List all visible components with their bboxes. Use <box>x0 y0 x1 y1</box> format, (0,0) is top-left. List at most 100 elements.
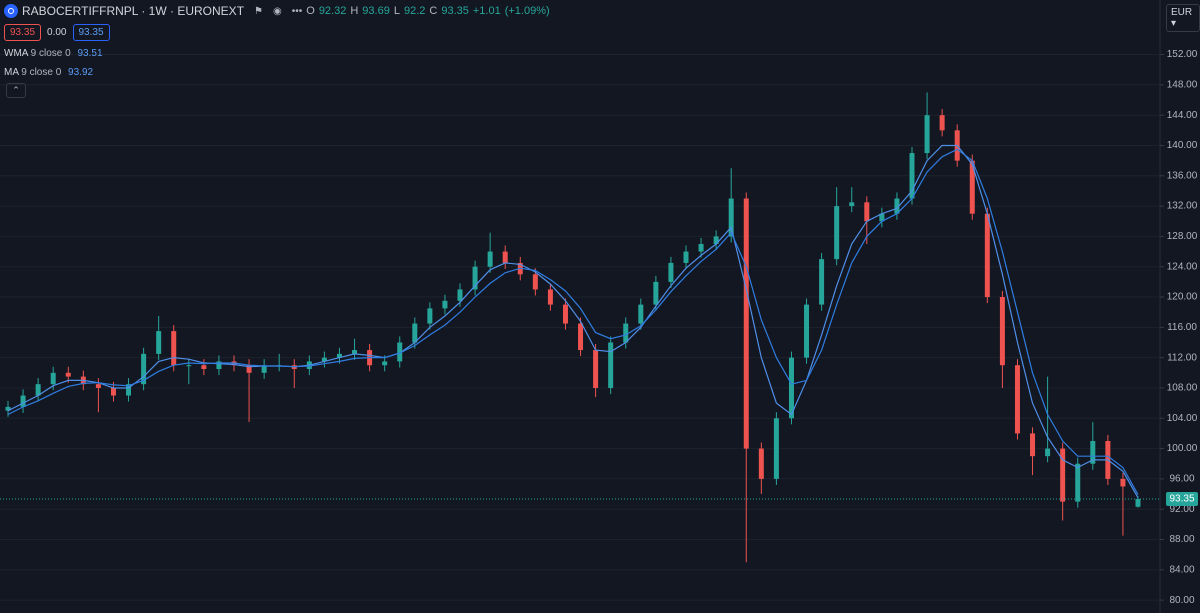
currency: EUR <box>1171 7 1193 18</box>
legend-entry: WMA 9 close 0 93.51 <box>4 48 103 59</box>
eye-icon[interactable]: ◉ <box>273 5 282 17</box>
candle-body <box>382 361 388 366</box>
ohlc-value: 92.2 <box>403 5 426 17</box>
candle-body <box>593 350 599 388</box>
candle-body <box>668 262 674 282</box>
ohlc-value: 93.69 <box>362 5 390 17</box>
candle-body <box>834 206 840 260</box>
candle-body <box>939 115 945 131</box>
currency-button[interactable]: EUR ▾ <box>1166 4 1200 32</box>
last-price-box <box>1166 491 1198 506</box>
ohlc-label: L <box>393 5 400 17</box>
collapse-button[interactable]: ⌃ <box>6 83 26 98</box>
candle-body <box>397 342 403 362</box>
ma-line <box>7 148 1139 495</box>
y-tick-label: 84.00 <box>1169 564 1194 575</box>
candle-body <box>171 331 177 366</box>
y-tick-label: 116.00 <box>1167 322 1197 333</box>
candle-body <box>532 274 538 290</box>
legend-value: 93.51 <box>77 48 103 59</box>
y-tick-label: 92.00 <box>1169 504 1194 515</box>
candle-body <box>894 198 900 214</box>
candle-body <box>788 357 794 419</box>
y-tick-label: 144.00 <box>1167 110 1198 121</box>
candle-body <box>683 251 689 263</box>
flag-icon[interactable]: ⚑ <box>254 5 263 17</box>
candle-body <box>216 361 222 370</box>
more-icon[interactable]: ••• <box>291 5 303 17</box>
candle-body <box>20 395 26 407</box>
candle-body <box>1075 463 1081 502</box>
candle-body <box>804 304 810 358</box>
candle-body <box>427 308 433 324</box>
candle-body <box>472 266 478 290</box>
header: RABOCERTIFFRNPL · 1W · EURONEXT ⚑ ◉ ••• … <box>4 4 550 18</box>
candle-body <box>95 384 101 388</box>
candle-body <box>969 160 975 214</box>
candle-body <box>864 202 870 222</box>
candle-body <box>849 202 855 207</box>
ohlc-value: 93.35 <box>441 5 469 17</box>
candle-body <box>126 384 132 396</box>
candle-body <box>141 353 147 385</box>
candle-body <box>1030 433 1036 457</box>
candle-body <box>502 251 508 263</box>
change-pct: (+1.09%) <box>504 5 550 17</box>
quote-row: 93.35 0.00 93.35 <box>4 24 110 41</box>
candle-body <box>336 353 342 358</box>
y-tick-label: 96.00 <box>1169 474 1194 485</box>
candle-body <box>457 289 463 301</box>
candle-body <box>201 365 207 370</box>
chart-title: RABOCERTIFFRNPL · 1W · EURONEXT <box>22 4 245 18</box>
buy-price[interactable]: 93.35 <box>72 24 110 41</box>
sell-price[interactable]: 93.35 <box>4 24 42 41</box>
candle-body <box>412 323 418 343</box>
y-tick-label: 132.00 <box>1167 201 1198 212</box>
candle-body <box>65 372 71 377</box>
candle-body <box>156 331 162 354</box>
candle-body <box>924 115 930 154</box>
candle-body <box>698 243 704 252</box>
ohlc-label: H <box>350 5 359 17</box>
candle-body <box>1014 365 1020 434</box>
candle-body <box>186 365 192 367</box>
spread: 0.00 <box>47 27 67 38</box>
legend-entry: MA 9 close 0 93.92 <box>4 67 93 78</box>
candle-body <box>110 387 116 396</box>
candle-body <box>819 259 825 305</box>
candle-body <box>653 281 659 305</box>
legend-name: WMA <box>4 48 28 59</box>
candle-body <box>909 153 915 199</box>
candle-body <box>261 365 267 373</box>
candle-body <box>608 342 614 388</box>
legend-name: MA <box>4 67 19 78</box>
candle-body <box>1135 498 1141 507</box>
candle-body <box>623 323 629 343</box>
y-tick-label: 124.00 <box>1167 261 1198 272</box>
candle-body <box>1120 478 1126 487</box>
candle-body <box>879 213 885 222</box>
candle-body <box>547 289 553 305</box>
price-axis <box>1160 0 1200 613</box>
y-tick-label: 88.00 <box>1169 534 1194 545</box>
candle-body <box>999 297 1005 366</box>
y-tick-label: 104.00 <box>1167 413 1198 424</box>
ohlc-label: O <box>306 5 315 17</box>
candle-body <box>35 384 41 396</box>
candle-body <box>758 448 764 479</box>
y-tick-label: 148.00 <box>1167 80 1198 91</box>
legend-params: 9 close 0 <box>21 67 62 78</box>
change: +1.01 <box>472 5 501 17</box>
candle-body <box>743 198 749 449</box>
candle-body <box>1045 448 1051 457</box>
y-tick-label: 108.00 <box>1167 383 1198 394</box>
candle-body <box>442 300 448 309</box>
ohlc-value: 92.32 <box>318 5 347 17</box>
y-tick-label: 152.00 <box>1167 49 1198 60</box>
candle-body <box>638 304 644 324</box>
candle-body <box>984 213 990 298</box>
y-tick-label: 128.00 <box>1167 231 1198 242</box>
ohlc-label: C <box>429 5 438 17</box>
